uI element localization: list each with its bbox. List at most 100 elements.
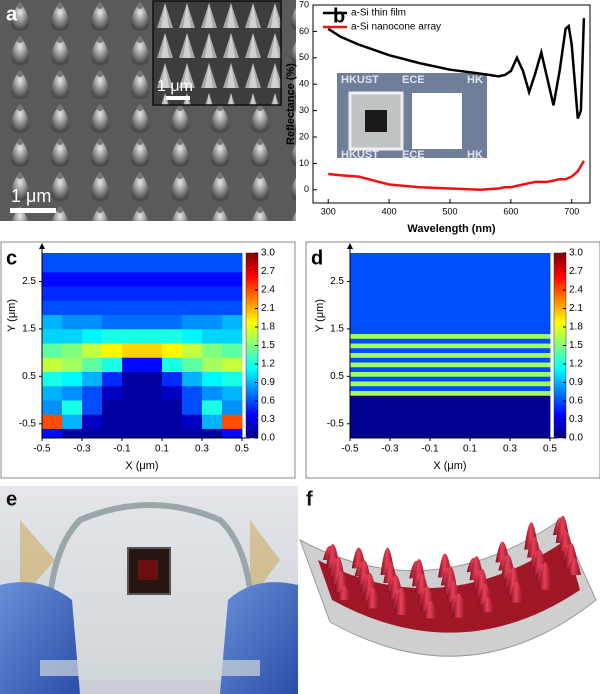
plot-frame (312, 4, 591, 204)
heatmap-cell (162, 385, 183, 401)
x-tick-label: 300 (321, 206, 336, 216)
heatmap-cell (202, 343, 223, 358)
heatmap-cell (182, 314, 203, 330)
heatmap-cell (222, 314, 243, 330)
heatmap-cell (122, 414, 143, 429)
heatmap-cell (162, 343, 183, 358)
heatmap-cell (162, 414, 183, 429)
heatmap-cell (82, 286, 103, 301)
inset-text: ECE (402, 149, 425, 161)
heatmap-cell (182, 400, 203, 415)
heatmap-cell (182, 286, 203, 301)
colorbar-tick-label: 3.0 (261, 248, 275, 259)
x-axis-label: X (μm) (125, 460, 158, 472)
heatmap-cell (222, 253, 243, 273)
heatmap-cell (162, 428, 183, 439)
heatmap-cell (182, 357, 203, 372)
heatmap-cell (142, 253, 163, 273)
x-tick-label: 500 (442, 206, 457, 216)
heatmap-cell (202, 286, 223, 301)
heatmap-cell (42, 253, 63, 273)
y-tick-label: 20 (299, 131, 309, 141)
heatmap-cell (62, 428, 83, 439)
panel-label: c (6, 247, 17, 269)
heatmap-cell (82, 400, 103, 415)
inset-sample-center (365, 110, 387, 132)
heatmap-cell (202, 414, 223, 429)
nanocone (423, 600, 438, 619)
heatmap-cell (222, 300, 243, 316)
colorbar-tick-label: 0.3 (261, 414, 275, 425)
x-tick-label: -0.5 (33, 444, 51, 455)
heatmap-cell (162, 300, 183, 316)
heatmap-cell (82, 371, 103, 387)
heatmap-cell (202, 271, 223, 287)
heatmap-cell (350, 333, 551, 339)
nanocone (538, 562, 553, 590)
heatmap-cell (162, 328, 183, 344)
y-tick-label: 70 (299, 0, 309, 9)
heatmap-cell (142, 343, 163, 358)
line-series (327, 18, 586, 119)
y-tick-label: 30 (299, 105, 309, 115)
heatmap-cell (222, 428, 243, 439)
inset-text: HKUST (341, 149, 379, 161)
y-tick-label: 10 (299, 158, 309, 168)
heatmap-cell (142, 328, 163, 344)
heatmap-cell (222, 400, 243, 415)
heatmap-cell (142, 357, 163, 372)
heatmap-cell (162, 371, 183, 387)
x-tick-label: 0.5 (543, 444, 557, 455)
heatmap-cell (102, 300, 123, 316)
heatmap-cell (102, 357, 123, 372)
heatmap-cell (222, 385, 243, 401)
heatmap-cell (82, 253, 103, 273)
heatmap-cell (102, 314, 123, 330)
heatmap-cell (350, 362, 551, 368)
heatmap-cell (142, 271, 163, 287)
x-axis-label: X (μm) (433, 460, 466, 472)
colorbar-tick-label: 0.9 (261, 377, 275, 388)
heatmap-cell (142, 286, 163, 301)
heatmap-cell (42, 286, 63, 301)
y-tick-label: 0.5 (330, 371, 344, 382)
nanocone (567, 557, 581, 575)
heatmap-cell (182, 271, 203, 287)
heatmap-cell (162, 357, 183, 372)
heatmap-cell (142, 428, 163, 439)
panel-label: e (6, 488, 17, 510)
heatmap-cell (102, 286, 123, 301)
heatmap-cell (82, 343, 103, 358)
colorbar-tick-label: 3.0 (569, 248, 583, 259)
y-tick-label: -0.5 (19, 418, 37, 429)
heatmap-cell (182, 385, 203, 401)
heatmap-cell (202, 428, 223, 439)
inset-paper (412, 93, 462, 149)
heatmap-cell (350, 352, 551, 358)
heatmap-cell (122, 286, 143, 301)
heatmap-cell (102, 400, 123, 415)
colorbar-tick-label: 1.8 (569, 322, 583, 333)
heatmap-cell (142, 400, 163, 415)
heatmap-cell (142, 414, 163, 429)
heatmap-cell (222, 357, 243, 372)
panel-e: e (0, 486, 298, 694)
x-tick-label: 400 (382, 206, 397, 216)
heatmap-cell (122, 385, 143, 401)
y-tick-label: 50 (299, 52, 309, 62)
colorbar-tick-label: 1.8 (261, 322, 275, 333)
heatmap-cell (122, 400, 143, 415)
heatmap-cell (102, 385, 123, 401)
colorbar-tick-label: 0.0 (261, 433, 275, 444)
heatmap-cell (42, 385, 63, 401)
heatmap-cell (142, 300, 163, 316)
y-axis-label: Y (μm) (314, 299, 326, 332)
x-tick-label: 600 (503, 206, 518, 216)
panel-label: a (6, 3, 18, 25)
colorbar-tick-label: 0.0 (569, 433, 583, 444)
heatmap-cell (62, 343, 83, 358)
inset-scale-bar (166, 96, 190, 100)
y-tick-label: 0 (304, 184, 309, 194)
colorbar-tick-label: 2.1 (261, 303, 275, 314)
